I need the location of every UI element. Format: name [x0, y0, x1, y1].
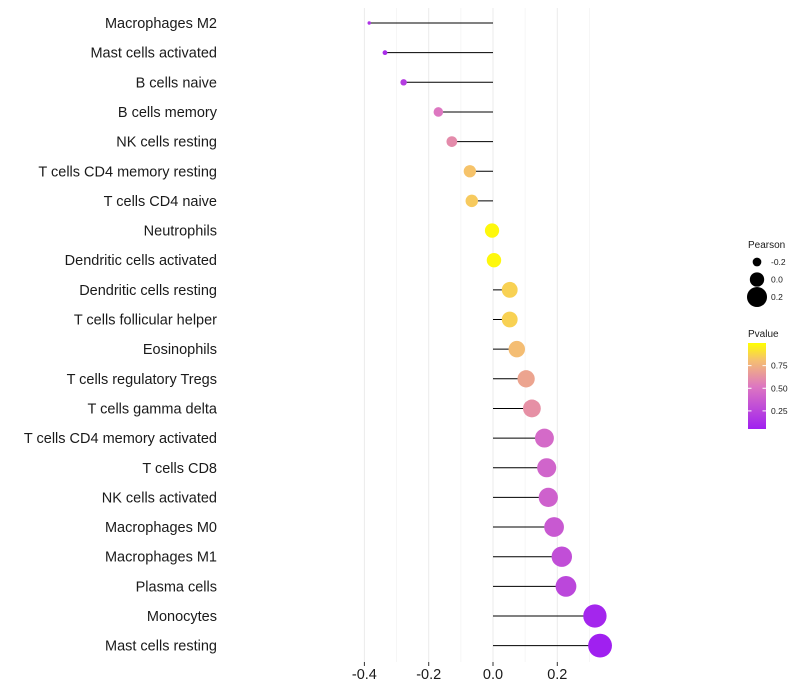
- y-tick-label: Neutrophils: [144, 224, 217, 240]
- y-tick-label: T cells CD4 memory activated: [24, 431, 217, 447]
- y-tick-label: B cells memory: [118, 105, 218, 121]
- legend-colorbar: [748, 343, 766, 429]
- data-point: [551, 546, 573, 567]
- data-point: [501, 281, 518, 298]
- data-point: [463, 165, 477, 178]
- y-tick-label: T cells follicular helper: [74, 313, 217, 329]
- y-tick-label: Macrophages M2: [105, 16, 217, 32]
- x-tick-label: 0.0: [483, 667, 503, 683]
- data-point: [544, 517, 564, 537]
- y-tick-label: Mast cells activated: [90, 46, 217, 62]
- data-point: [501, 311, 518, 328]
- data-point: [555, 575, 577, 597]
- data-point: [538, 487, 558, 508]
- y-tick-label: Macrophages M1: [105, 550, 217, 566]
- legend-size-label: 0.2: [771, 292, 783, 302]
- data-point: [446, 136, 458, 147]
- data-point: [367, 21, 371, 25]
- y-tick-label: T cells CD4 naive: [104, 194, 217, 210]
- legend-size-title: Pearson: [748, 240, 785, 251]
- legend-size-label: 0.0: [771, 275, 783, 285]
- y-tick-label: Dendritic cells activated: [65, 253, 217, 269]
- data-point: [382, 50, 388, 56]
- y-tick-label: NK cells resting: [116, 135, 217, 151]
- data-point: [517, 370, 535, 388]
- x-tick-label: 0.2: [547, 667, 567, 683]
- y-tick-label: T cells regulatory Tregs: [67, 372, 217, 388]
- legend-size-dot: [749, 272, 765, 287]
- legend-size-label: -0.2: [771, 257, 786, 267]
- y-tick-label: Plasma cells: [136, 579, 217, 595]
- data-point: [537, 458, 557, 478]
- data-point: [484, 223, 500, 238]
- y-tick-label: Eosinophils: [143, 342, 217, 358]
- y-tick-label: Dendritic cells resting: [79, 283, 217, 299]
- x-axis-ticks: -0.4 -0.2 0.0 0.2: [352, 662, 567, 683]
- y-tick-label: Mast cells resting: [105, 639, 217, 655]
- data-point: [583, 604, 607, 628]
- y-tick-label: T cells gamma delta: [88, 401, 218, 417]
- grid-lines: [363, 8, 590, 662]
- legend-size-dot: [752, 257, 762, 267]
- data-point: [433, 107, 444, 117]
- y-axis-labels: Macrophages M2 Mast cells activated B cell…: [24, 16, 218, 655]
- data-point: [523, 399, 541, 418]
- y-tick-label: Monocytes: [147, 609, 217, 625]
- y-tick-label: Macrophages M0: [105, 520, 217, 536]
- legend-color-label: 0.50: [771, 383, 788, 393]
- y-tick-label: B cells naive: [136, 75, 217, 91]
- lollipop-points: [367, 21, 612, 658]
- y-tick-label: T cells CD4 memory resting: [38, 164, 217, 180]
- data-point: [465, 194, 479, 208]
- data-point: [508, 340, 526, 358]
- data-point: [400, 79, 407, 86]
- data-point: [588, 633, 612, 658]
- legend-color-title: Pvalue: [748, 329, 779, 340]
- legend-size-items: -0.2 0.0 0.2: [746, 257, 786, 308]
- legend: Pearson -0.2 0.0 0.2 Pvalue 0.75 0.50 0.25: [746, 240, 788, 429]
- legend-size-dot: [746, 286, 768, 308]
- x-tick-label: -0.2: [416, 667, 441, 683]
- legend-color-items: 0.75 0.50 0.25: [748, 361, 788, 416]
- x-tick-label: -0.4: [352, 667, 377, 683]
- legend-color-label: 0.25: [771, 406, 788, 416]
- y-tick-label: NK cells activated: [102, 490, 217, 506]
- data-point: [534, 428, 554, 448]
- legend-color-label: 0.75: [771, 361, 788, 371]
- data-point: [486, 252, 502, 268]
- y-tick-label: T cells CD8: [142, 461, 217, 477]
